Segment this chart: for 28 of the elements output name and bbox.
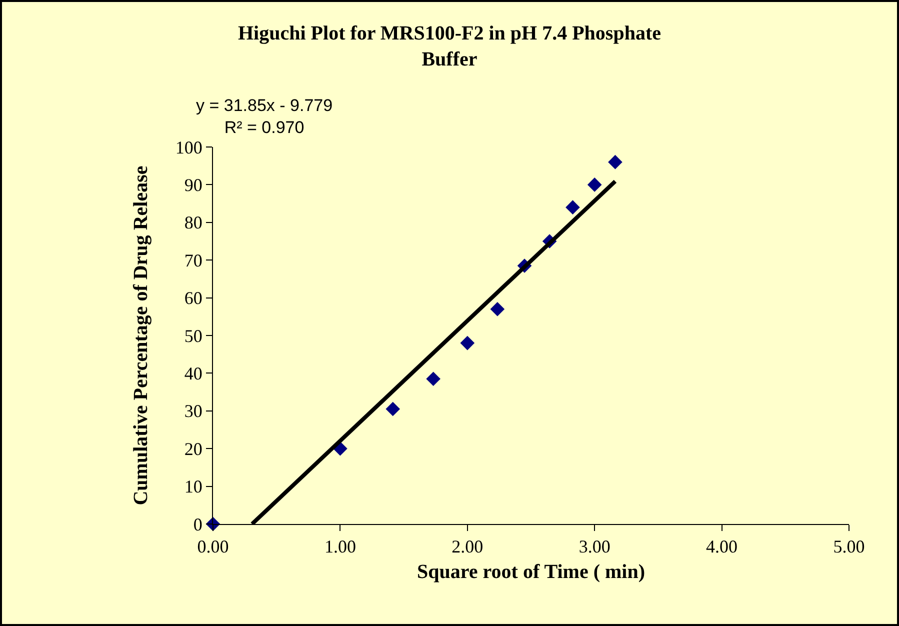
y-tick-label: 60 <box>184 288 202 308</box>
y-tick-label: 90 <box>184 175 202 195</box>
point <box>490 302 505 316</box>
y-tick-label: 40 <box>184 364 202 384</box>
y-axis-title: Cumulative Percentage of Drug Release <box>130 166 152 506</box>
x-tick-label: 1.00 <box>324 536 356 557</box>
y-tick-label: 20 <box>184 438 202 459</box>
chart-title: Higuchi Plot for MRS100-F2 in pH 7.4 Phosphate Buffer <box>238 22 662 70</box>
y-tick-label: 10 <box>184 476 202 497</box>
y-tick-label: 70 <box>184 250 202 270</box>
x-tick-label: 0.00 <box>197 536 229 557</box>
y-tick-label: 100 <box>175 137 202 158</box>
point <box>426 372 440 386</box>
text: y = 31.85x - 9.779 R² = 0.970 <box>196 96 333 138</box>
x-axis-title: Square root of Time ( min) <box>417 561 645 584</box>
point <box>587 178 602 192</box>
y-tick-label: 30 <box>184 401 202 422</box>
x-tick-label: 3.00 <box>578 536 610 557</box>
y-tick-label: 50 <box>184 326 202 346</box>
point <box>460 336 475 350</box>
x-tick-label: 4.00 <box>706 536 738 557</box>
y-tick-label: 0 <box>193 514 202 534</box>
x-tick-label: 2.00 <box>452 536 484 557</box>
x-tick-label: 5.00 <box>833 536 865 557</box>
point <box>566 200 580 214</box>
y-tick-label: 80 <box>184 212 202 233</box>
point <box>608 154 622 170</box>
point <box>386 402 400 416</box>
